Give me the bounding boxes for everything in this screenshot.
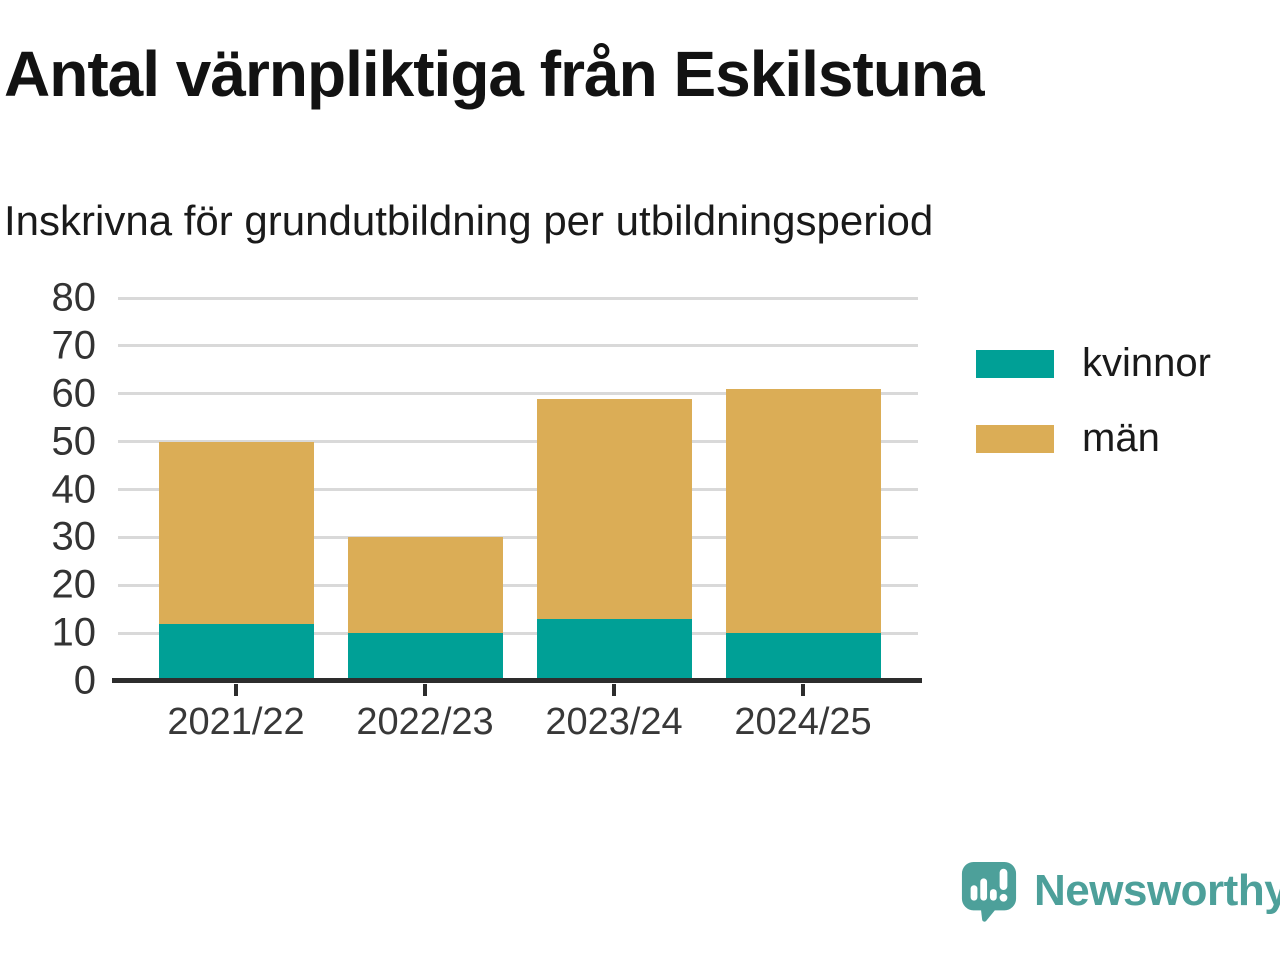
bar-2021/22-män — [158, 441, 314, 624]
legend-item-kvinnor: kvinnor — [976, 341, 1211, 386]
gridline-80 — [118, 296, 918, 300]
gridline-10 — [118, 631, 918, 635]
gridline-40 — [118, 488, 918, 491]
legend-item-män: män — [976, 416, 1211, 461]
gridline-20 — [118, 583, 918, 587]
y-tick-label-60: 60 — [51, 371, 97, 416]
newsworthy-speech-bubble-chart-icon — [961, 862, 1017, 922]
newsworthy-logo: Newsworthy — [960, 860, 1280, 922]
gridline-60 — [118, 392, 918, 396]
gridline-70 — [118, 344, 918, 348]
x-tick-2024/25 — [801, 684, 805, 696]
legend-swatch-kvinnor — [976, 349, 1054, 378]
bar-2022/23-män — [347, 537, 503, 634]
y-tick-label-10: 10 — [51, 610, 97, 655]
y-tick-label-80: 80 — [51, 275, 97, 320]
bar-2023/24-män — [536, 398, 692, 619]
legend-label-män: män — [1082, 416, 1160, 460]
y-tick-label-50: 50 — [51, 419, 97, 464]
legend-swatch-män — [976, 424, 1054, 453]
x-tick-label-2021/22: 2021/22 — [167, 701, 305, 743]
gridline-50 — [118, 440, 918, 444]
y-tick-label-30: 30 — [51, 514, 97, 559]
y-tick-label-0: 0 — [73, 658, 96, 703]
bar-2023/24-kvinnor — [536, 618, 692, 681]
y-tick-label-20: 20 — [51, 562, 97, 607]
x-axis-line — [112, 678, 922, 683]
x-tick-label-2023/24: 2023/24 — [545, 701, 683, 743]
bar-2024/25-män — [725, 388, 881, 634]
bar-2021/22-kvinnor — [158, 623, 314, 681]
legend-label-kvinnor: kvinnor — [1082, 341, 1211, 385]
newsworthy-wordmark: Newsworthy — [1034, 866, 1280, 915]
chart-title: Antal värnpliktiga från Eskilstuna — [4, 38, 985, 110]
x-tick-2021/22 — [234, 684, 238, 696]
x-tick-label-2022/23: 2022/23 — [356, 701, 494, 743]
x-tick-2023/24 — [612, 684, 616, 696]
gridline-30 — [118, 535, 918, 539]
y-tick-label-40: 40 — [51, 467, 97, 511]
bar-2022/23-kvinnor — [347, 633, 503, 681]
bar-2024/25-kvinnor — [725, 633, 881, 681]
chart-legend: kvinnor män — [976, 341, 1211, 491]
chart-subtitle: Inskrivna för grundutbildning per utbild… — [4, 197, 934, 244]
x-tick-2022/23 — [423, 684, 427, 696]
x-tick-label-2024/25: 2024/25 — [734, 701, 872, 743]
y-tick-label-70: 70 — [51, 323, 97, 368]
